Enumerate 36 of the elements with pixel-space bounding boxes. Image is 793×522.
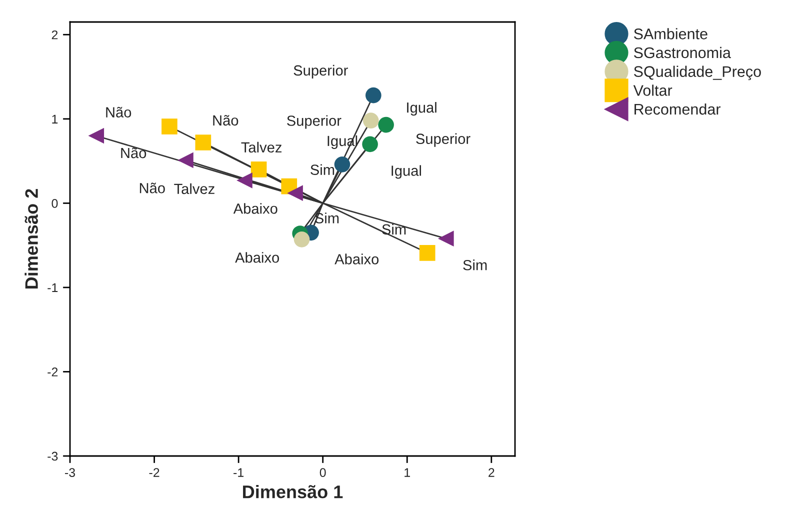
- data-label: Abaixo: [334, 254, 379, 264]
- x-axis-title: Dimensão 1: [243, 485, 343, 498]
- data-label: Superior: [287, 115, 342, 129]
- data-label: Não: [121, 148, 146, 158]
- data-label: Abaixo: [235, 252, 280, 263]
- y-tick-label: -2: [48, 368, 58, 376]
- legend-label: Recomendar: [634, 103, 721, 115]
- legend-label: Voltar: [633, 84, 672, 96]
- x-tick-label: 2: [488, 468, 494, 477]
- x-tick-label: -1: [234, 468, 244, 477]
- data-label: Talvez: [241, 142, 282, 153]
- data-label: Superior: [416, 133, 470, 147]
- data-label: Abaixo: [233, 203, 278, 214]
- legend-label: SQualidade_Preço: [634, 66, 761, 80]
- data-label: Talvez: [174, 183, 214, 194]
- y-tick-label: -3: [48, 452, 58, 461]
- y-axis-title: Dimensão 2: [24, 189, 38, 288]
- data-label: Não: [140, 182, 165, 194]
- x-tick-label: 1: [404, 468, 410, 477]
- y-tick-label: 2: [52, 30, 58, 40]
- legend-label: SAmbiente: [634, 28, 708, 40]
- y-tick-label: 1: [52, 114, 58, 124]
- x-tick-label: 0: [320, 468, 326, 477]
- data-label: Superior: [294, 64, 348, 79]
- legend-label: SGastronomia: [634, 46, 731, 58]
- data-label: Sim: [463, 260, 487, 270]
- y-tick-label: 0: [52, 198, 58, 208]
- y-tick-label: -1: [48, 283, 58, 292]
- data-label: Não: [213, 114, 238, 126]
- x-tick-label: -2: [149, 468, 160, 477]
- data-label: Igual: [392, 165, 421, 179]
- annotation: Igual: [407, 102, 436, 116]
- x-tick-label: -3: [65, 468, 76, 477]
- data-label: Não: [106, 106, 132, 118]
- data-label: Sim: [310, 164, 334, 175]
- data-label: Sim: [382, 224, 406, 235]
